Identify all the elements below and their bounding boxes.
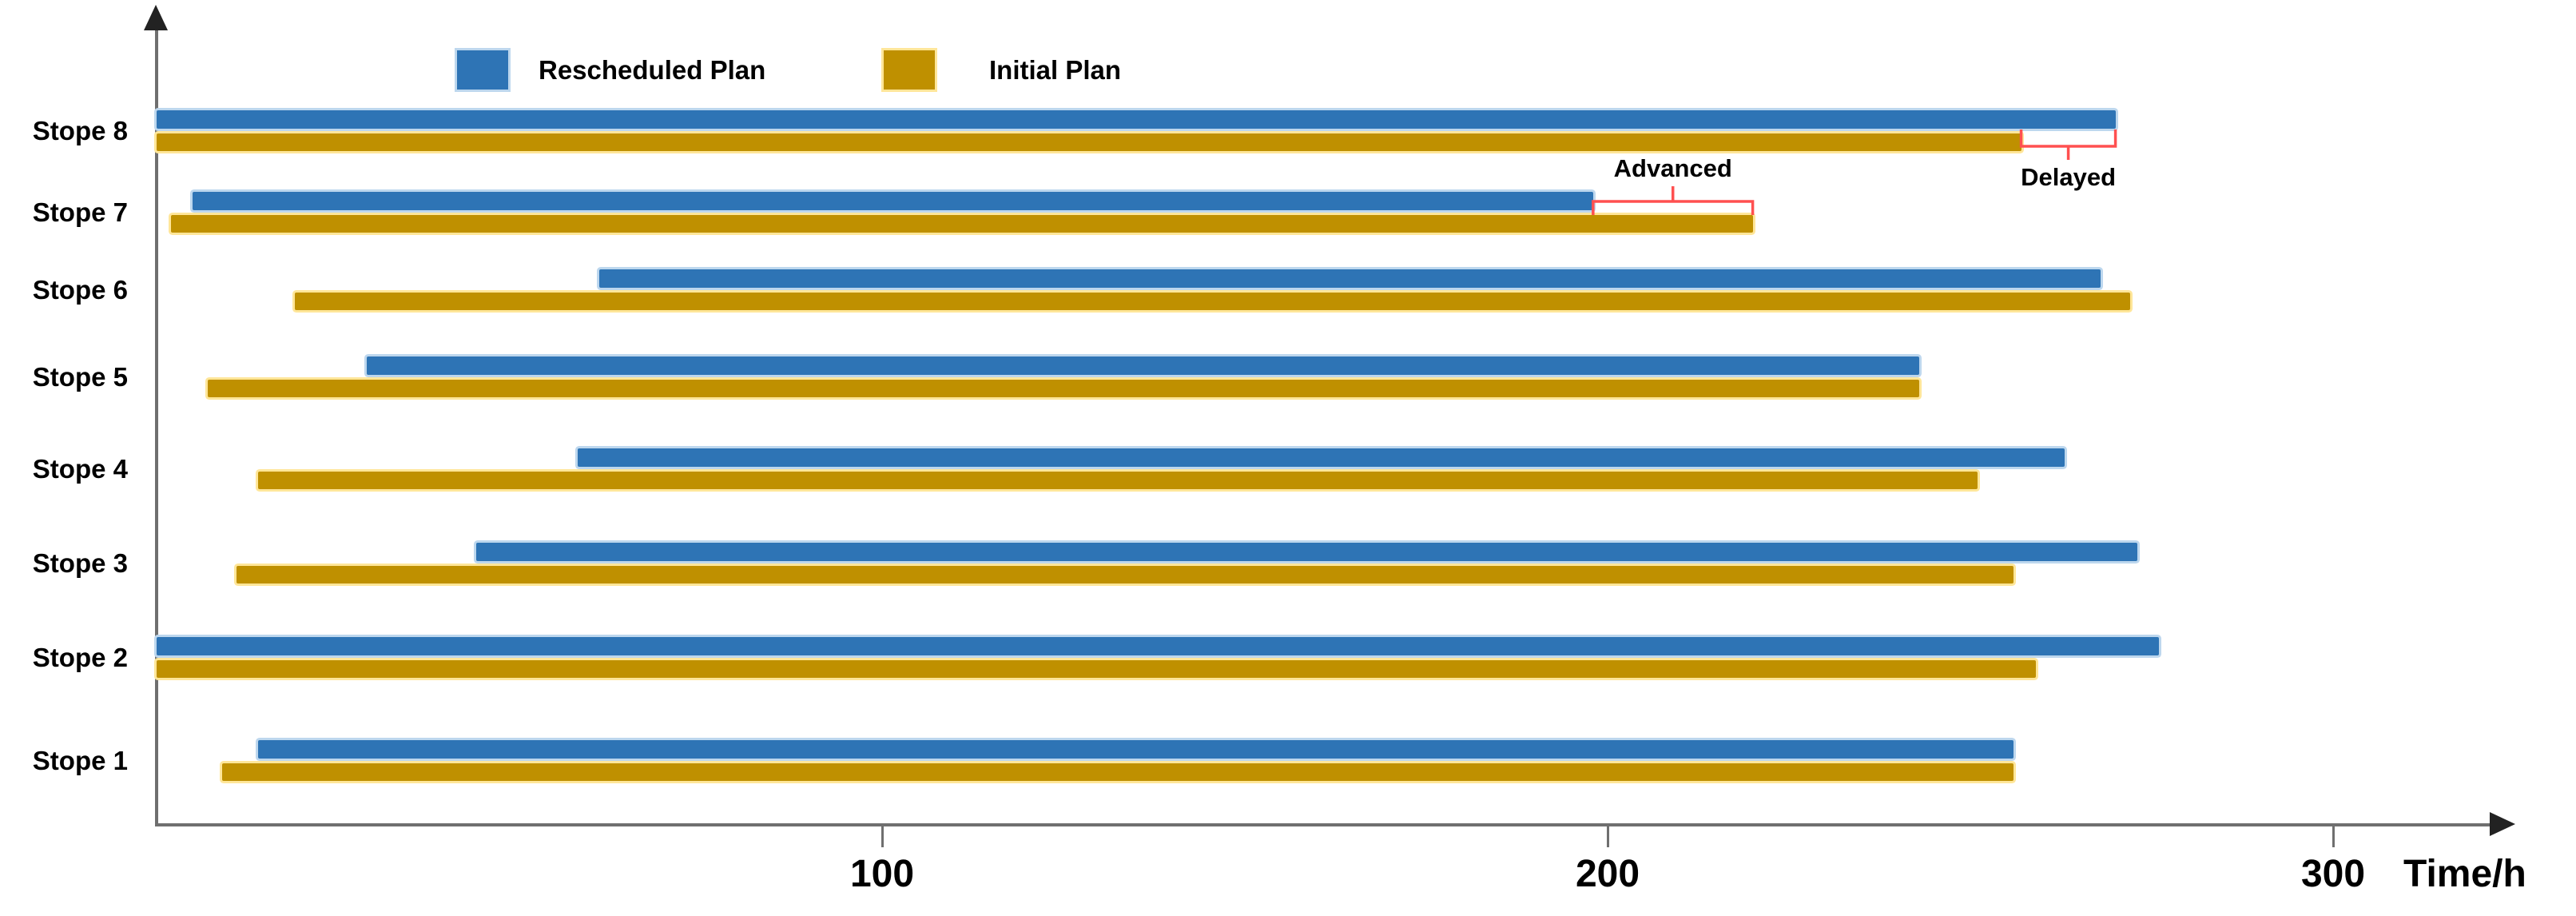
bar-stope-4-rescheduled-plan <box>577 448 2065 467</box>
bar-stope-3-rescheduled-plan <box>475 543 2137 561</box>
legend-label-initial-plan: Initial Plan <box>989 55 1122 85</box>
x-tick-mark-300 <box>2332 825 2335 847</box>
category-label-stope-6: Stope 6 <box>32 275 128 305</box>
x-tick-label-200: 200 <box>1575 853 1640 895</box>
bar-stope-5-initial-plan <box>207 380 1920 397</box>
x-axis-line <box>155 823 2493 826</box>
x-tick-mark-200 <box>1606 825 1609 847</box>
x-tick-mark-100 <box>881 825 884 847</box>
bracket-delayed <box>2019 129 2117 160</box>
bar-stope-4-initial-plan <box>258 472 1978 489</box>
category-label-stope-7: Stope 7 <box>32 197 128 227</box>
annotation-label-advanced: Advanced <box>1613 154 1732 182</box>
category-label-stope-3: Stope 3 <box>32 548 128 578</box>
x-axis-title: Time/h <box>2403 853 2526 895</box>
x-tick-label-100: 100 <box>849 853 915 895</box>
y-axis-line <box>155 30 158 825</box>
bar-stope-6-rescheduled-plan <box>598 269 2101 288</box>
y-axis-arrow-icon <box>144 5 168 30</box>
bar-stope-1-rescheduled-plan <box>258 740 2014 759</box>
bar-stope-7-rescheduled-plan <box>193 192 1593 210</box>
bar-stope-2-rescheduled-plan <box>157 637 2160 655</box>
bar-stope-8-rescheduled-plan <box>157 110 2116 129</box>
x-axis-arrow-icon <box>2490 812 2515 836</box>
bar-stope-6-initial-plan <box>294 293 2130 310</box>
bracket-advanced <box>1592 186 1755 215</box>
category-label-stope-2: Stope 2 <box>32 643 128 672</box>
bar-stope-5-rescheduled-plan <box>367 356 1920 375</box>
bar-stope-8-initial-plan <box>157 133 2021 151</box>
bar-stope-7-initial-plan <box>171 215 1753 233</box>
x-tick-label-300: 300 <box>2300 853 2366 895</box>
annotation-label-delayed: Delayed <box>2021 163 2117 191</box>
legend-swatch-initial-plan <box>884 50 935 90</box>
category-label-stope-1: Stope 1 <box>32 746 128 775</box>
category-label-stope-8: Stope 8 <box>32 116 128 145</box>
category-label-stope-4: Stope 4 <box>32 454 128 484</box>
bar-stope-2-initial-plan <box>157 660 2036 678</box>
category-label-stope-5: Stope 5 <box>32 362 128 392</box>
legend-label-rescheduled-plan: Rescheduled Plan <box>539 55 766 85</box>
legend-swatch-rescheduled-plan <box>457 50 508 90</box>
bar-stope-1-initial-plan <box>221 763 2014 781</box>
bar-stope-3-initial-plan <box>236 566 2014 583</box>
